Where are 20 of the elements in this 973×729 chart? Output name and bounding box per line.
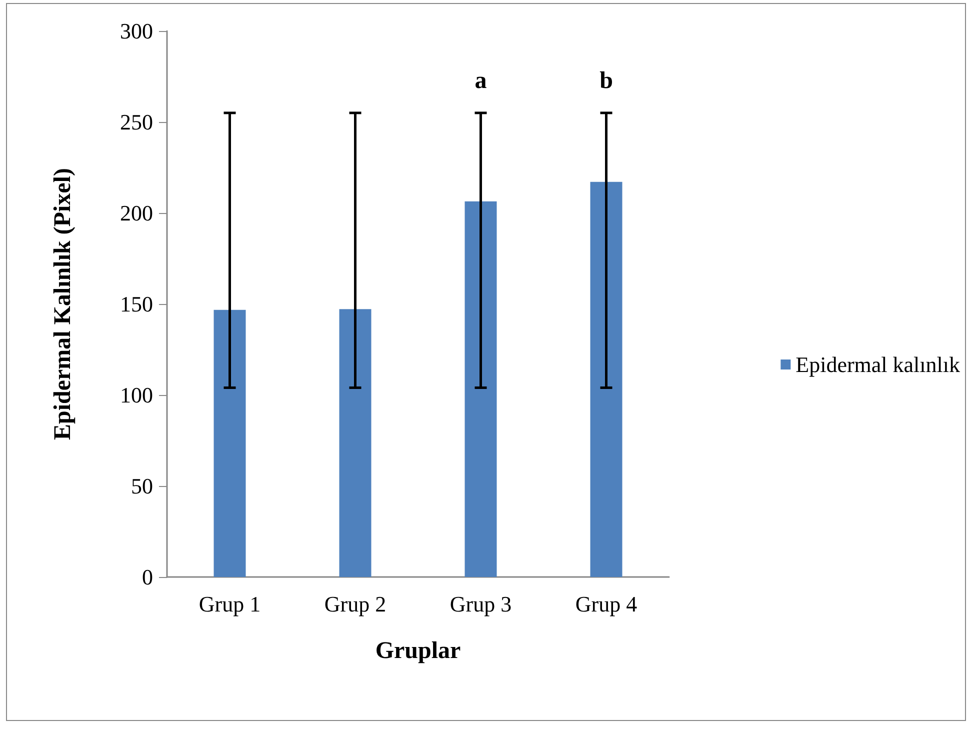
y-tick-label: 50 (131, 474, 153, 498)
x-tick-label: Grup 1 (198, 592, 261, 616)
annotation: b (600, 68, 613, 94)
x-tick-label: Grup 4 (575, 592, 638, 616)
bar (590, 182, 622, 577)
y-tick-label: 150 (120, 292, 153, 316)
legend-label: Epidermal kalınlık (796, 352, 960, 377)
x-axis-title: Gruplar (375, 638, 462, 664)
y-tick-label: 300 (120, 18, 153, 44)
y-tick-label: 250 (120, 110, 153, 134)
y-tick-label: 0 (142, 564, 153, 590)
bar (214, 310, 246, 577)
x-tick-label: Grup 2 (324, 592, 386, 616)
bar (464, 201, 497, 577)
y-tick-label: 100 (120, 382, 153, 408)
annotation: a (474, 68, 487, 94)
bar (339, 309, 372, 577)
x-tick-label: Grup 3 (450, 592, 512, 616)
y-tick-label: 200 (120, 200, 153, 226)
y-axis-title: Epidermal Kalınlık (Pixel) (50, 168, 76, 440)
